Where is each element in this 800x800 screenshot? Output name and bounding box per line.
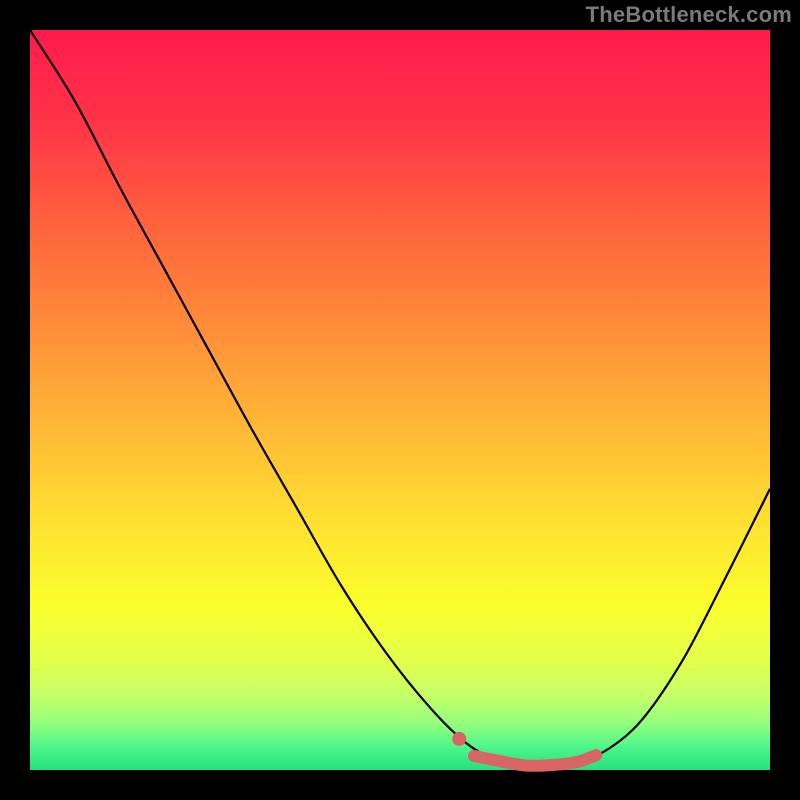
- chart-stage: TheBottleneck.com: [0, 0, 800, 800]
- watermark-text: TheBottleneck.com: [586, 2, 792, 28]
- valley-highlight-dot: [452, 732, 466, 746]
- bottleneck-chart: [0, 0, 800, 800]
- gradient-background: [30, 30, 770, 770]
